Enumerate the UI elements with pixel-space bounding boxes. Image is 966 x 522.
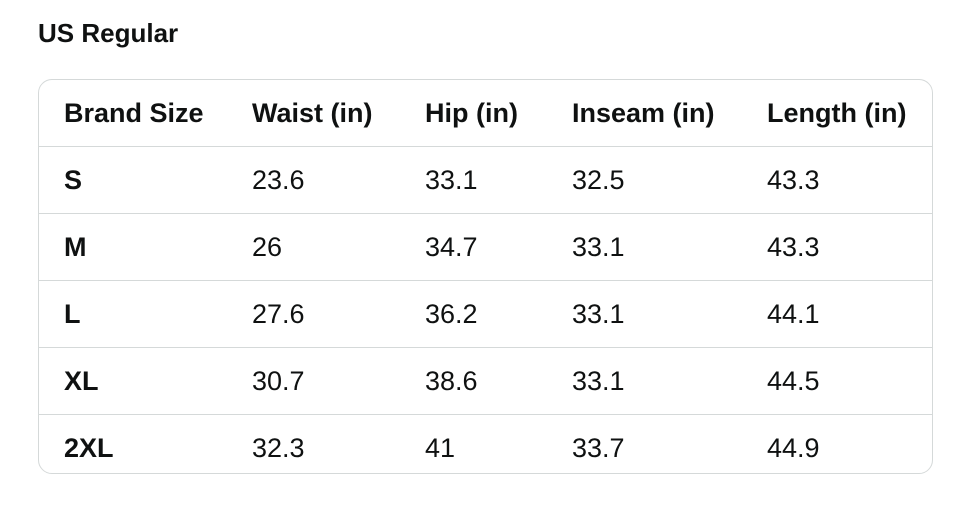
table-row: XL 30.7 38.6 33.1 44.5 [39,347,932,415]
size-table: Brand Size Waist (in) Hip (in) Inseam (in) L… [39,80,932,474]
table-body: S 23.6 33.1 32.5 43.3 M 26 34.7 33.1 43.3 L 27.6 36.… [39,146,932,474]
measurement-cell: 27.6 [227,280,400,348]
measurement-cell: 33.1 [547,280,742,348]
measurement-cell: 33.7 [572,432,625,463]
measurement-cell: 34.7 [400,213,547,281]
measurement-cell: 30.7 [227,347,400,415]
measurement-cell: 43.3 [742,213,932,281]
measurement-cell: 33.1 [400,146,547,214]
measurement-cell: 36.2 [400,280,547,348]
measurement-cell: 33.1 [547,347,742,415]
measurement-cell: 44.9 [767,432,820,463]
measurement-cell: 38.6 [400,347,547,415]
measurement-cell: 43.3 [742,146,932,214]
measurement-cell: 32.5 [547,146,742,214]
measurement-cell: 33.1 [547,213,742,281]
table-row: M 26 34.7 33.1 43.3 [39,213,932,281]
measurement-cell: 32.3 [252,432,305,463]
measurement-cell: 41 [425,432,456,463]
size-cell: 2XL [64,432,114,463]
size-cell: XL [39,347,227,415]
table-row: S 23.6 33.1 32.5 43.3 [39,146,932,214]
table-row: L 27.6 36.2 33.1 44.1 [39,280,932,348]
table-title: US Regular [38,18,179,48]
column-header: Waist (in) [227,80,400,147]
table-row: 2XL 32.3 41 33.7 44.9 [39,415,932,474]
table-container: Brand Size Waist (in) Hip (in) Inseam (in) L… [38,79,933,474]
column-header: Inseam (in) [547,80,742,147]
size-cell: S [39,146,227,214]
measurement-cell: 23.6 [227,146,400,214]
measurement-cell: 44.1 [742,280,932,348]
column-header: Brand Size [39,80,227,147]
measurement-cell: 26 [227,213,400,281]
size-cell: L [39,280,227,348]
measurement-cell: 44.5 [742,347,932,415]
column-header: Length (in) [742,80,932,147]
column-header: Hip (in) [400,80,547,147]
size-cell: M [39,213,227,281]
header-row: Brand Size Waist (in) Hip (in) Inseam (in) L… [39,80,932,147]
